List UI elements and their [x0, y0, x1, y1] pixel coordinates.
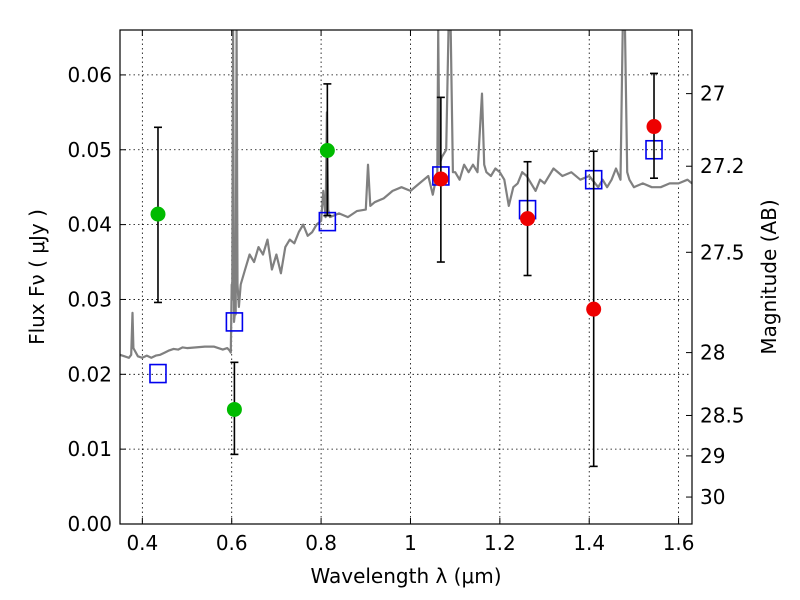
observed-point	[520, 211, 536, 227]
plot-area	[120, 30, 692, 468]
y-tick-label: 0.06	[67, 63, 112, 87]
right-tick-label: 28	[700, 341, 725, 365]
ticks: 0.4 0.6 0.8 1 1.2 1.4 1.6 0.00 0.01 0.02 0.03 0.04 0…	[67, 30, 745, 555]
model-box-marker	[225, 312, 244, 332]
y-tick-label: 0.05	[67, 138, 112, 162]
x-tick-label: 1.6	[663, 531, 695, 555]
right-tick-label: 27	[700, 82, 725, 106]
observed-point	[586, 301, 602, 317]
x-tick-label: 0.6	[216, 531, 248, 555]
y-axis-label-right: Magnitude (AB)	[757, 199, 781, 354]
right-tick-label: 27.5	[700, 240, 745, 264]
y-axis-label-left: Flux Fν ( μJy )	[25, 209, 49, 345]
x-tick-label: 1	[404, 531, 417, 555]
observed-point	[646, 119, 662, 135]
x-tick-label: 0.4	[126, 531, 158, 555]
observed-point	[319, 143, 335, 159]
grid	[120, 30, 692, 525]
spectrum-line	[120, 30, 692, 359]
y-tick-label: 0.04	[67, 213, 112, 237]
right-tick-label: 27.2	[700, 154, 745, 178]
right-tick-label: 30	[700, 485, 725, 509]
x-axis-label: Wavelength λ (μm)	[310, 564, 501, 588]
model-box-marker	[149, 363, 167, 384]
right-tick-label: 29	[700, 444, 725, 468]
observed-point	[226, 401, 242, 417]
observed-point	[433, 171, 449, 187]
x-tick-label: 1.4	[573, 531, 605, 555]
y-tick-label: 0.03	[67, 287, 112, 311]
x-tick-label: 0.8	[305, 531, 337, 555]
y-tick-label: 0.00	[67, 512, 112, 536]
observed-point	[150, 206, 166, 222]
x-tick-label: 1.2	[484, 531, 516, 555]
plot-frame	[119, 29, 693, 525]
y-tick-label: 0.01	[67, 437, 112, 461]
right-tick-label: 28.5	[700, 403, 745, 427]
y-tick-label: 0.02	[67, 362, 112, 386]
